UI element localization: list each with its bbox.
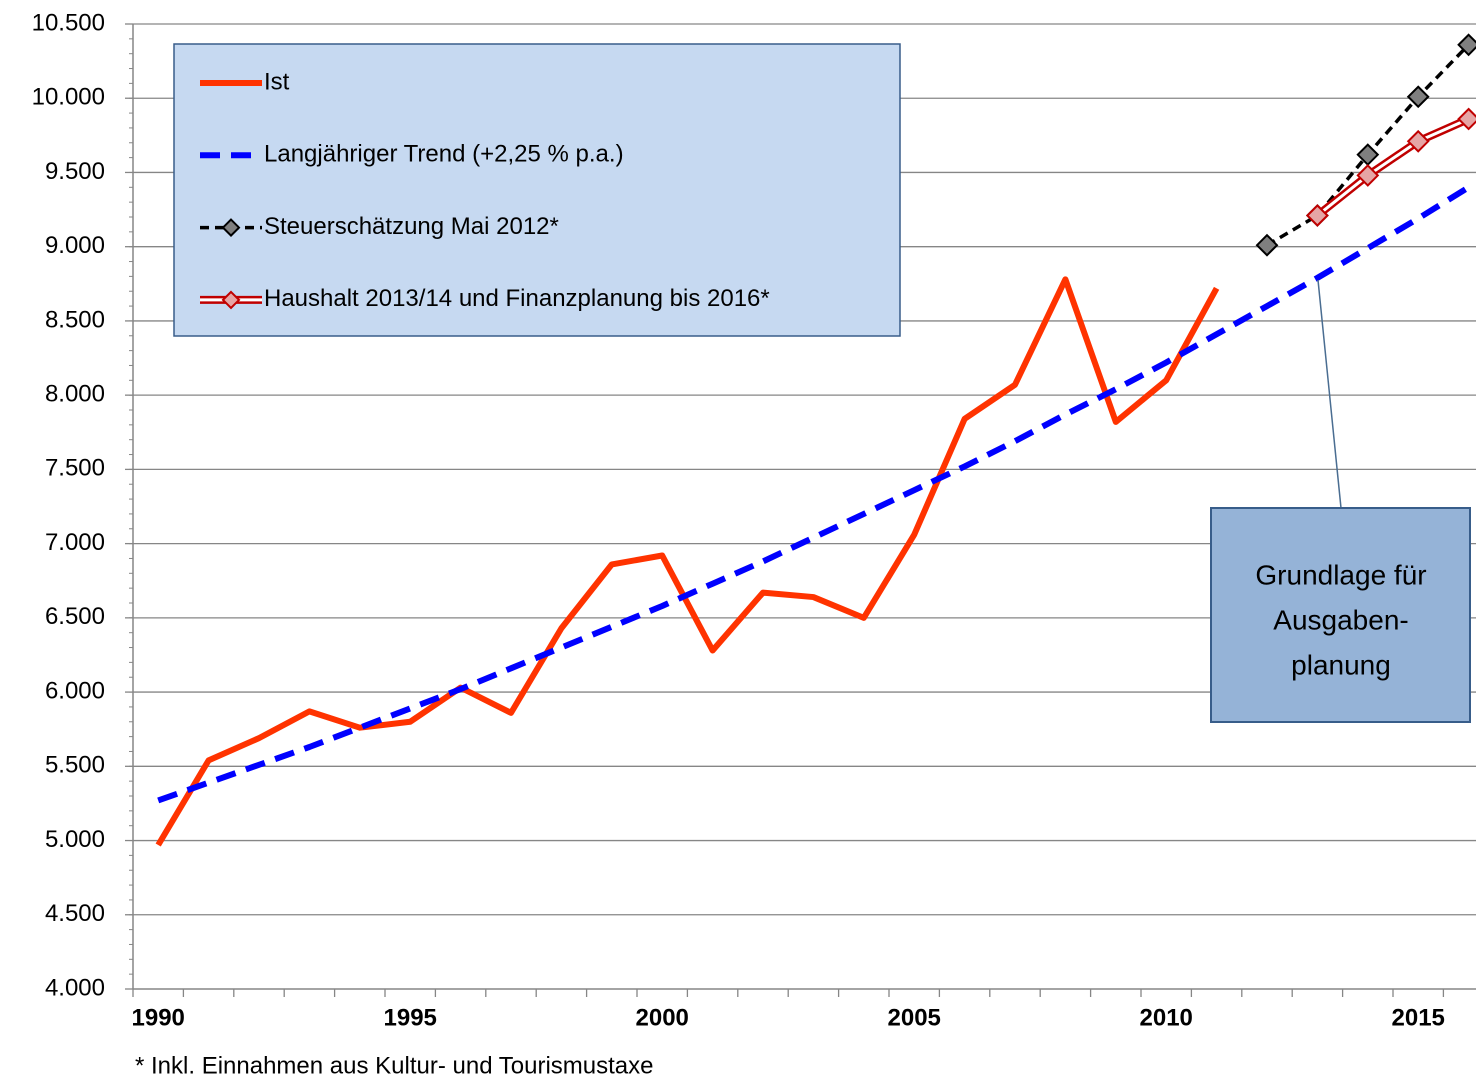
marker bbox=[1406, 85, 1430, 109]
y-tick-label: 4.000 bbox=[45, 974, 105, 1001]
y-tick-label: 7.500 bbox=[45, 455, 105, 482]
series-line bbox=[155, 276, 1220, 847]
x-tick-label: 1990 bbox=[132, 1004, 185, 1031]
marker bbox=[1406, 129, 1430, 153]
y-tick-label: 9.500 bbox=[45, 158, 105, 185]
y-tick-label: 8.500 bbox=[45, 306, 105, 333]
footnote: * Inkl. Einnahmen aus Kultur- und Touris… bbox=[135, 1052, 654, 1079]
y-tick-label: 10.500 bbox=[32, 9, 105, 36]
x-tick-label: 1995 bbox=[384, 1004, 437, 1031]
marker bbox=[1457, 33, 1476, 57]
marker bbox=[1305, 204, 1329, 227]
marker bbox=[1457, 107, 1476, 131]
y-tick-label: 6.000 bbox=[45, 677, 105, 704]
legend-label: Langjähriger Trend (+2,25 % p.a.) bbox=[264, 141, 624, 168]
x-tick-label: 2015 bbox=[1392, 1004, 1445, 1031]
y-tick-label: 9.000 bbox=[45, 232, 105, 259]
annotation-box bbox=[1210, 507, 1471, 723]
x-tick-label: 2010 bbox=[1140, 1004, 1193, 1031]
y-tick-label: 10.000 bbox=[32, 84, 105, 111]
legend-label: Haushalt 2013/14 und Finanzplanung bis 2… bbox=[264, 285, 770, 312]
legend-marker bbox=[221, 218, 241, 238]
plot-area bbox=[155, 33, 1476, 847]
legend-box bbox=[173, 43, 901, 337]
y-tick-label: 8.000 bbox=[45, 380, 105, 407]
y-tick-label: 7.000 bbox=[45, 529, 105, 556]
y-tick-label: 5.500 bbox=[45, 752, 105, 779]
y-tick-label: 6.500 bbox=[45, 603, 105, 630]
series-line bbox=[1314, 115, 1471, 219]
legend-label: Steuerschätzung Mai 2012* bbox=[264, 213, 559, 240]
annotation-text: Grundlage für bbox=[1255, 559, 1426, 590]
legend-marker bbox=[221, 290, 241, 310]
x-tick-label: 2005 bbox=[888, 1004, 941, 1031]
marker bbox=[1255, 233, 1279, 257]
annotation-text: planung bbox=[1291, 649, 1391, 680]
series-line bbox=[1316, 117, 1470, 217]
series-line bbox=[157, 184, 1471, 804]
legend-label: Ist bbox=[264, 68, 290, 95]
y-tick-label: 4.500 bbox=[45, 900, 105, 927]
annotation-connector bbox=[1317, 279, 1342, 509]
annotation-text: Ausgaben- bbox=[1273, 604, 1408, 635]
y-tick-label: 5.000 bbox=[45, 826, 105, 853]
x-tick-label: 2000 bbox=[636, 1004, 689, 1031]
marker bbox=[1356, 164, 1380, 187]
